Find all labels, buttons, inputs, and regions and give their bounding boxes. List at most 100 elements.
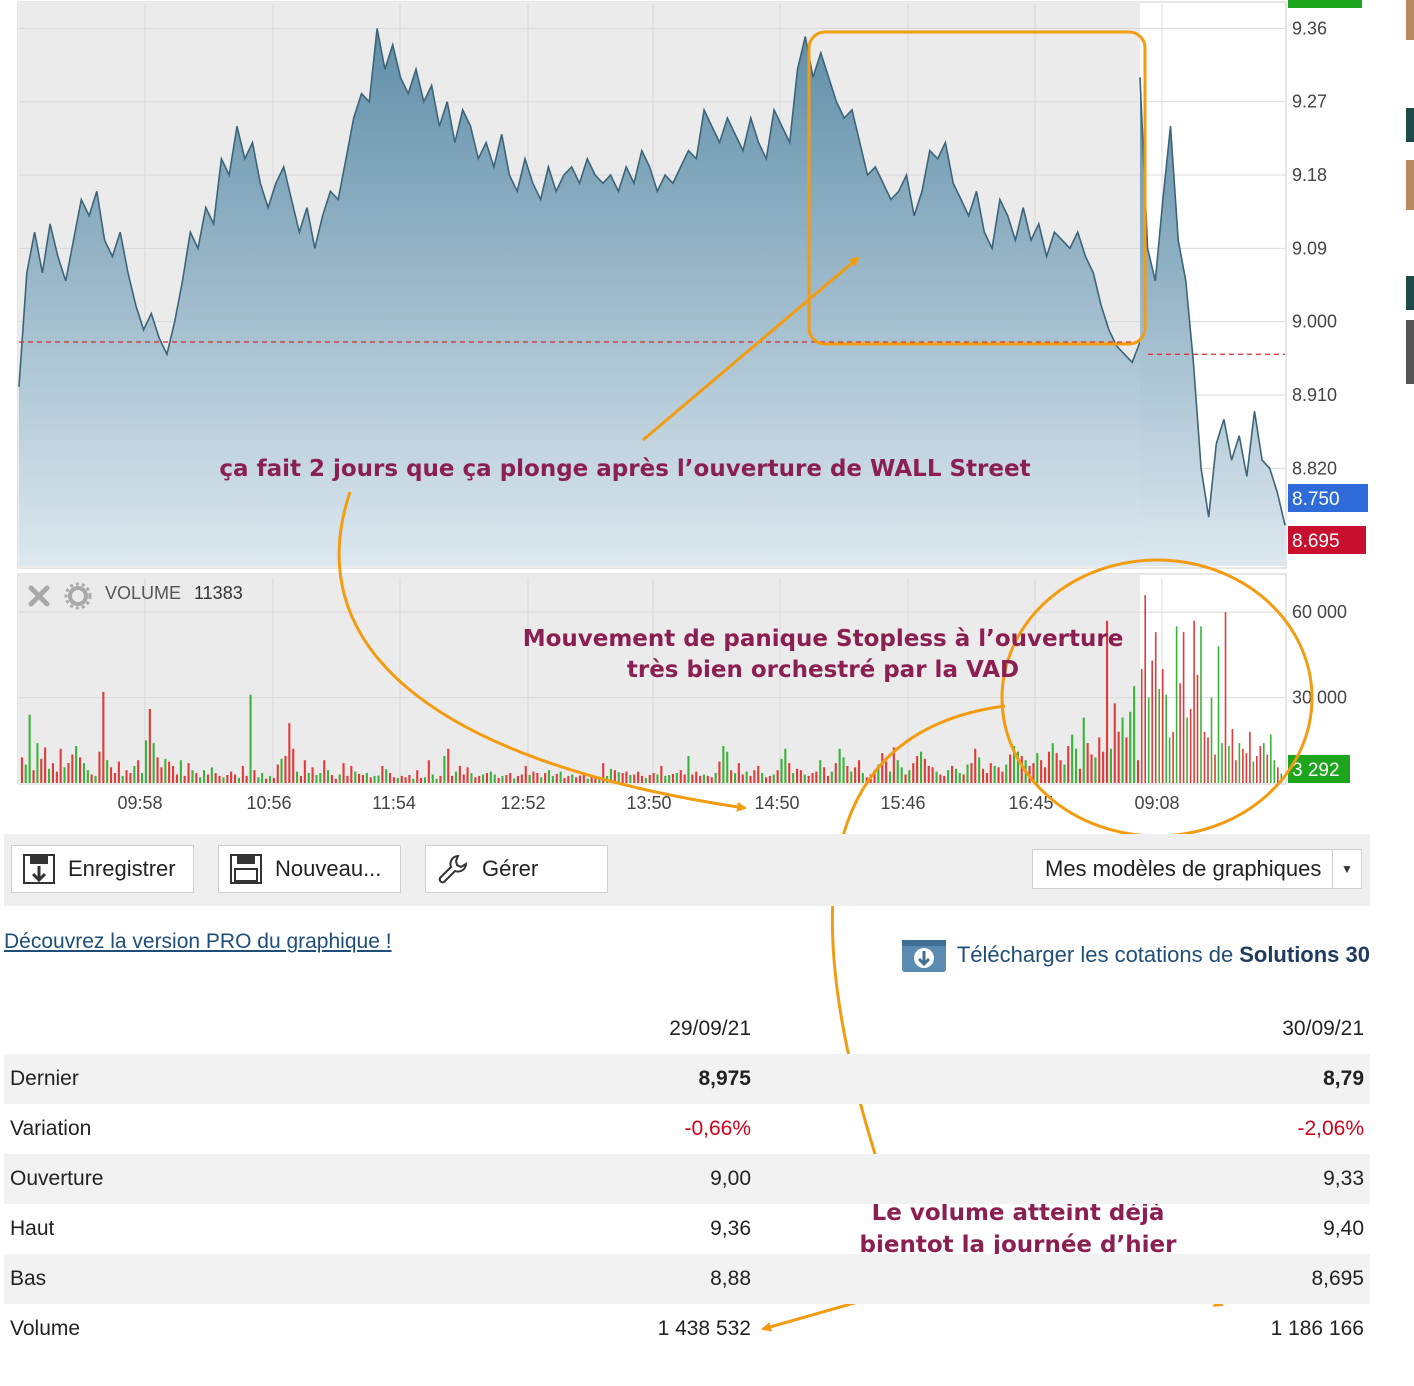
- download-quotes-link[interactable]: Télécharger les cotations de Solutions 3…: [901, 936, 1370, 974]
- volume-bar-d0-20: [98, 751, 101, 783]
- volume-bar-d0-169: [675, 773, 678, 783]
- quotes-value-d1: 1 438 532: [657, 1317, 751, 1340]
- volume-badge: 3 292: [1288, 755, 1350, 783]
- volume-bar-d0-271: [1071, 734, 1074, 783]
- close-icon[interactable]: [28, 585, 50, 607]
- volume-bar-d0-175: [699, 775, 702, 783]
- volume-bar-d0-67: [280, 758, 283, 783]
- save-button[interactable]: Enregistrer: [11, 845, 194, 893]
- volume-bar-d0-69: [288, 723, 291, 783]
- volume-bar-d0-58: [245, 775, 248, 783]
- download-company: Solutions 30: [1239, 942, 1370, 967]
- quotes-value-d2: 9,40: [1323, 1217, 1364, 1240]
- volume-bar-d0-225: [892, 747, 895, 783]
- volume-bar-d0-4: [36, 743, 39, 783]
- volume-bar-d0-125: [505, 775, 508, 783]
- top-price-badge: [1288, 0, 1362, 8]
- volume-bar-d0-28: [129, 773, 132, 783]
- volume-bar-d0-204: [811, 773, 814, 783]
- volume-bar-d1-21: [1214, 754, 1216, 783]
- volume-bar-d1-34: [1259, 746, 1262, 783]
- volume-bar-d0-206: [819, 760, 822, 783]
- gear-icon[interactable]: [64, 582, 92, 610]
- chart-toolbar: Enregistrer Nouveau... Gérer Mes modèles…: [4, 834, 1370, 906]
- quotes-label: Volume: [10, 1317, 81, 1340]
- chart-templates-select[interactable]: Mes modèles de graphiques ▼: [1032, 849, 1362, 889]
- last-price-badge: 8.750: [1288, 484, 1368, 512]
- volume-bar-d0-121: [489, 771, 492, 783]
- volume-bar-d0-106: [431, 774, 434, 783]
- volume-bar-d0-63: [265, 778, 268, 783]
- volume-bar-d0-263: [1040, 760, 1043, 783]
- volume-bar-d0-33: [148, 709, 151, 783]
- price-y-tick-2: 9.18: [1292, 165, 1327, 185]
- new-button[interactable]: Nouveau...: [218, 845, 401, 893]
- volume-bar-d0-273: [1078, 768, 1081, 783]
- low-price-badge: 8.695: [1288, 526, 1366, 554]
- volume-bar-d0-13: [71, 754, 74, 783]
- price-y-tick-4: 9.000: [1292, 312, 1337, 332]
- volume-bar-d0-209: [830, 771, 833, 783]
- volume-bar-d0-124: [501, 775, 504, 783]
- quotes-value-d2: 1 186 166: [1270, 1317, 1364, 1340]
- volume-bar-d0-194: [772, 774, 775, 783]
- volume-bar-d1-32: [1252, 761, 1255, 783]
- volume-bar-d0-196: [780, 758, 783, 783]
- time-tick-3: 12:52: [500, 793, 545, 813]
- volume-bar-d0-47: [203, 770, 206, 783]
- price-panel: 9.36 9.27 9.18 9.09 9.000 8.910 8.820 8.750 8.…: [17, 0, 1368, 569]
- volume-bar-d0-282: [1113, 703, 1116, 783]
- volume-bar-d1-0: [1140, 669, 1143, 783]
- pro-version-link[interactable]: Découvrez la version PRO du graphique !: [4, 930, 392, 953]
- volume-bar-d0-38: [168, 761, 171, 783]
- volume-bar-d0-53: [226, 775, 229, 783]
- volume-bar-d0-200: [796, 768, 799, 783]
- volume-bar-d0-39: [172, 765, 175, 783]
- volume-bar-d0-261: [1032, 763, 1035, 783]
- volume-bar-d0-25: [117, 761, 120, 783]
- arrow-to-time-axis: [337, 491, 747, 812]
- volume-bar-d0-281: [1109, 748, 1112, 783]
- volume-bar-d0-40: [175, 774, 178, 783]
- quotes-value-d1: 9,36: [710, 1217, 751, 1240]
- volume-bar-d0-221: [877, 764, 880, 783]
- new-button-label: Nouveau...: [275, 856, 382, 881]
- volume-bar-d0-88: [361, 775, 364, 783]
- volume-bar-d0-280: [1106, 620, 1109, 783]
- volume-bar-d0-193: [768, 775, 771, 783]
- volume-bar-d1-15: [1193, 620, 1195, 783]
- volume-bar-d0-104: [423, 777, 426, 783]
- volume-bar-d0-132: [532, 771, 535, 783]
- volume-bar-d1-13: [1186, 717, 1188, 783]
- price-line-day-1: [1139, 77, 1286, 526]
- volume-bar-d0-230: [912, 763, 915, 783]
- volume-bar-d0-32: [144, 740, 147, 783]
- volume-bar-d0-123: [497, 777, 500, 783]
- volume-bar-d0-217: [861, 773, 864, 783]
- volume-bar-d0-86: [354, 771, 357, 783]
- manage-button[interactable]: Gérer: [425, 845, 608, 893]
- volume-bar-d0-27: [125, 770, 128, 783]
- volume-bar-d0-202: [803, 774, 806, 783]
- volume-bar-d0-262: [1036, 753, 1039, 783]
- quotes-label: Bas: [10, 1267, 47, 1290]
- volume-bar-d0-78: [323, 760, 326, 783]
- volume-bar-d1-16: [1196, 674, 1199, 783]
- volume-bar-d0-0: [20, 757, 23, 783]
- volume-bar-d0-59: [249, 694, 252, 783]
- volume-bar-d1-30: [1245, 753, 1248, 783]
- volume-bar-d0-176: [702, 774, 705, 783]
- volume-bar-d0-205: [815, 771, 818, 783]
- price-line-day-0: [18, 28, 1141, 387]
- volume-bar-d0-73: [303, 760, 306, 783]
- last-price-badge-text: 8.750: [1292, 489, 1340, 510]
- volume-bar-d0-227: [900, 767, 903, 783]
- volume-bar-d0-229: [908, 770, 911, 783]
- volume-bar-d0-7: [48, 768, 51, 783]
- time-tick-5: 14:50: [754, 793, 799, 813]
- volume-bar-d0-267: [1055, 753, 1058, 783]
- quotes-label: Variation: [10, 1117, 92, 1140]
- volume-bars: [20, 595, 1283, 784]
- volume-bar-d0-136: [547, 770, 550, 783]
- volume-bar-d0-170: [679, 770, 682, 783]
